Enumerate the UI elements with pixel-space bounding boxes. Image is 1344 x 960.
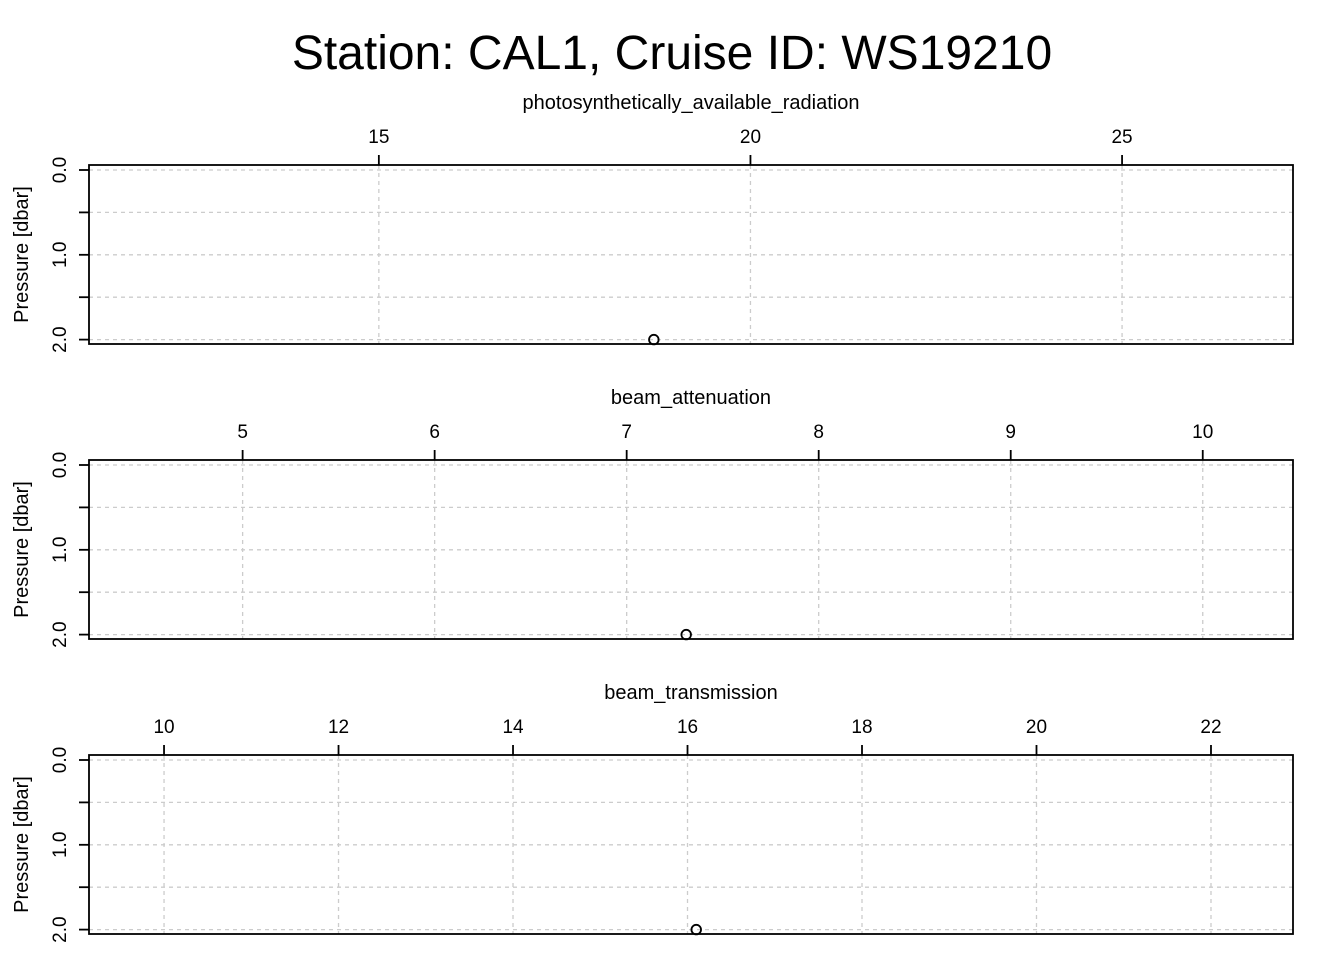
y-tick-label: 0.0: [50, 747, 71, 773]
x-tick-label: 15: [368, 127, 389, 148]
panels-group: 15 20 25 photosynthetically_available_radia…: [11, 92, 1294, 943]
x-tick-label: 10: [1192, 422, 1213, 443]
panel-2: 5 6 7 8 9 10 beam_attenuation 0.0 1.0 2.0 Pressure…: [11, 387, 1294, 648]
x-axis-label: photosynthetically_available_radiation: [523, 92, 860, 114]
y-tick-label: 2.0: [50, 916, 71, 942]
x-axis-label: beam_attenuation: [611, 387, 771, 409]
y-tick-label: 1.0: [50, 537, 71, 563]
panel-3: 10 12 14 16 18 20 22 beam_transmission 0.0 1.0 2.0…: [11, 682, 1294, 943]
y-tick-label: 1.0: [50, 832, 71, 858]
x-tick-label: 9: [1005, 422, 1016, 443]
x-tick-label: 5: [237, 422, 248, 443]
x-tick-label: 22: [1200, 717, 1221, 738]
y-tick-label: 2.0: [50, 621, 71, 647]
panel-1: 15 20 25 photosynthetically_available_radia…: [11, 92, 1294, 353]
y-axis-label: Pressure [dbar]: [11, 186, 33, 323]
chart-title: Station: CAL1, Cruise ID: WS19210: [292, 27, 1052, 80]
x-tick-label: 7: [621, 422, 632, 443]
x-tick-label: 10: [153, 717, 174, 738]
y-tick-label: 0.0: [50, 157, 71, 183]
x-axis-label: beam_transmission: [604, 682, 777, 704]
x-tick-label: 16: [677, 717, 698, 738]
x-tick-label: 25: [1111, 127, 1132, 148]
y-axis-label: Pressure [dbar]: [11, 481, 33, 618]
y-tick-label: 1.0: [50, 242, 71, 268]
x-tick-label: 14: [502, 717, 524, 738]
data-point: [690, 923, 702, 936]
data-point: [648, 333, 660, 346]
y-tick-label: 2.0: [50, 326, 71, 352]
data-point: [680, 628, 692, 641]
x-tick-label: 18: [851, 717, 872, 738]
x-tick-label: 8: [813, 422, 824, 443]
y-tick-label: 0.0: [50, 452, 71, 478]
x-tick-label: 20: [1026, 717, 1047, 738]
x-tick-label: 12: [328, 717, 349, 738]
y-axis-label: Pressure [dbar]: [11, 776, 33, 913]
x-tick-label: 20: [740, 127, 761, 148]
x-tick-label: 6: [429, 422, 440, 443]
